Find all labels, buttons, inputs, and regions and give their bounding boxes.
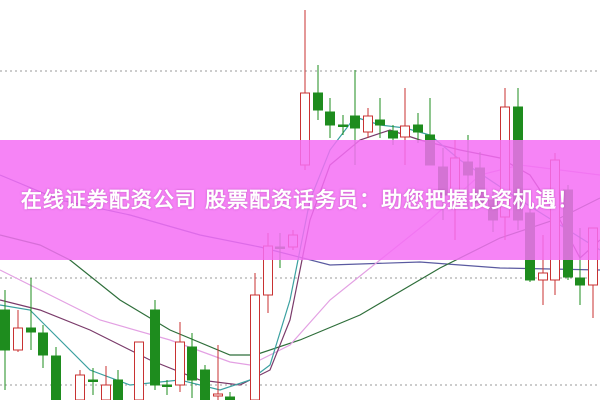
candle-body-41 xyxy=(538,272,548,281)
candle-body-28 xyxy=(375,119,385,126)
candle-body-44 xyxy=(575,277,585,286)
candle-body-26 xyxy=(350,115,360,129)
candle-body-12 xyxy=(162,384,172,387)
candle-body-27 xyxy=(363,115,373,133)
candle-body-14 xyxy=(187,346,197,381)
candle-body-29 xyxy=(388,130,398,139)
candle-body-6 xyxy=(75,374,85,400)
candle-body-2 xyxy=(13,327,23,351)
candle-body-11 xyxy=(150,309,160,386)
candle-body-31 xyxy=(413,124,423,133)
candle-body-4 xyxy=(38,332,48,356)
candle-body-8 xyxy=(101,384,111,400)
candle-body-13 xyxy=(175,341,185,386)
candle-body-1 xyxy=(0,309,10,351)
candle-body-7 xyxy=(88,379,98,382)
candle-body-10 xyxy=(134,341,144,400)
candle-body-17 xyxy=(225,396,235,400)
title-banner: 在线证券配资公司 股票配资话务员：助您把握投资机遇！ xyxy=(0,140,600,260)
candle-body-18 xyxy=(250,294,260,400)
candle-body-23 xyxy=(313,92,323,111)
candle-body-16 xyxy=(213,393,223,397)
candle-body-25 xyxy=(338,124,348,127)
candle-body-3 xyxy=(26,327,36,333)
candle-body-9 xyxy=(113,379,123,400)
candle-body-24 xyxy=(325,111,335,126)
candle-body-30 xyxy=(400,125,410,138)
candle-body-5 xyxy=(51,355,61,400)
candle-body-15 xyxy=(200,369,210,400)
banner-title: 在线证券配资公司 股票配资话务员：助您把握投资机遇！ xyxy=(20,188,580,212)
